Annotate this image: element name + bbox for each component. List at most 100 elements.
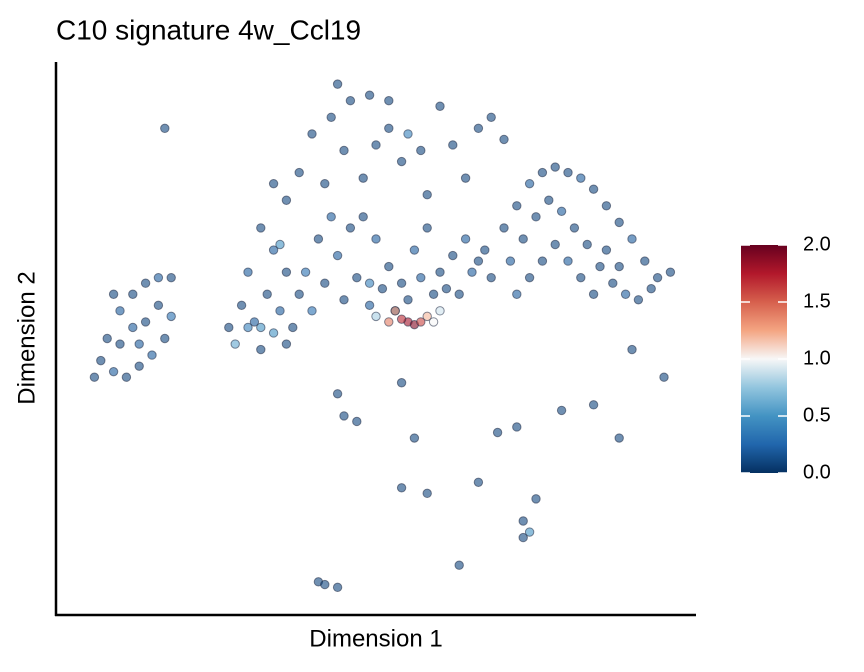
- point: [294, 289, 304, 299]
- point: [524, 527, 535, 537]
- point: [332, 79, 343, 89]
- point: [422, 311, 432, 322]
- point: [364, 300, 375, 311]
- point: [160, 123, 170, 134]
- point: [512, 289, 522, 299]
- point: [518, 234, 528, 244]
- point: [518, 516, 528, 526]
- point: [448, 250, 458, 261]
- point: [416, 145, 426, 156]
- point: [505, 256, 516, 266]
- point: [224, 322, 234, 333]
- point: [371, 140, 381, 150]
- point: [409, 433, 420, 443]
- point: [332, 250, 343, 261]
- point: [563, 167, 573, 178]
- point: [665, 267, 676, 277]
- point: [230, 339, 240, 349]
- points: [89, 79, 676, 593]
- point: [550, 239, 560, 250]
- point: [544, 195, 554, 205]
- point: [102, 333, 112, 344]
- point: [371, 311, 381, 322]
- point: [403, 129, 413, 139]
- point: [160, 333, 170, 344]
- point: [320, 178, 330, 189]
- point: [115, 306, 125, 316]
- point: [281, 195, 292, 205]
- point: [140, 317, 151, 327]
- point: [524, 178, 535, 189]
- point: [396, 278, 407, 288]
- point: [563, 256, 573, 266]
- point: [108, 289, 119, 299]
- point: [601, 245, 612, 255]
- point: [595, 261, 605, 272]
- point: [256, 322, 266, 333]
- point: [614, 217, 624, 228]
- point: [294, 167, 304, 178]
- point: [576, 173, 586, 183]
- point: [268, 178, 279, 189]
- point: [166, 272, 176, 283]
- point: [588, 184, 599, 194]
- point: [281, 339, 292, 349]
- point: [364, 90, 375, 100]
- point: [236, 300, 247, 311]
- point: [486, 272, 496, 283]
- point: [588, 289, 599, 299]
- point: [556, 405, 567, 416]
- point: [249, 317, 260, 327]
- point: [537, 256, 548, 266]
- point: [134, 361, 144, 371]
- point: [627, 234, 637, 244]
- point: [499, 223, 509, 233]
- point: [492, 427, 503, 438]
- point: [640, 256, 650, 266]
- point: [384, 261, 394, 272]
- point: [512, 201, 522, 211]
- point: [428, 289, 439, 299]
- point: [486, 112, 496, 123]
- point: [518, 532, 528, 543]
- point: [262, 289, 272, 299]
- point: [537, 167, 548, 178]
- point: [256, 344, 266, 355]
- colorbar-tick-label: 0.5: [803, 404, 831, 426]
- point: [243, 267, 253, 277]
- colorbar-tick-label: 1.0: [803, 347, 831, 369]
- point: [313, 234, 324, 244]
- point: [448, 140, 458, 150]
- point: [326, 112, 336, 123]
- point: [556, 206, 567, 217]
- point: [422, 190, 432, 200]
- point: [454, 560, 464, 570]
- point: [89, 372, 100, 382]
- point: [166, 311, 176, 322]
- point: [268, 328, 279, 338]
- point: [428, 317, 439, 327]
- point: [569, 223, 580, 233]
- point: [454, 289, 464, 299]
- point: [422, 223, 432, 233]
- point: [659, 372, 669, 382]
- point: [409, 245, 420, 255]
- point: [121, 372, 132, 382]
- point: [345, 96, 356, 106]
- point: [620, 289, 631, 299]
- point: [396, 314, 407, 324]
- point: [243, 322, 253, 333]
- colorbar-tick-label: 0.0: [803, 461, 831, 483]
- point: [115, 339, 125, 349]
- point: [153, 300, 164, 311]
- point: [326, 212, 336, 222]
- point: [339, 145, 349, 156]
- point: [390, 306, 400, 316]
- point: [403, 295, 413, 305]
- point: [473, 477, 484, 487]
- point: [416, 272, 426, 283]
- point: [358, 212, 368, 222]
- point: [499, 134, 509, 145]
- chart-title: C10 signature 4w_Ccl19: [56, 14, 361, 45]
